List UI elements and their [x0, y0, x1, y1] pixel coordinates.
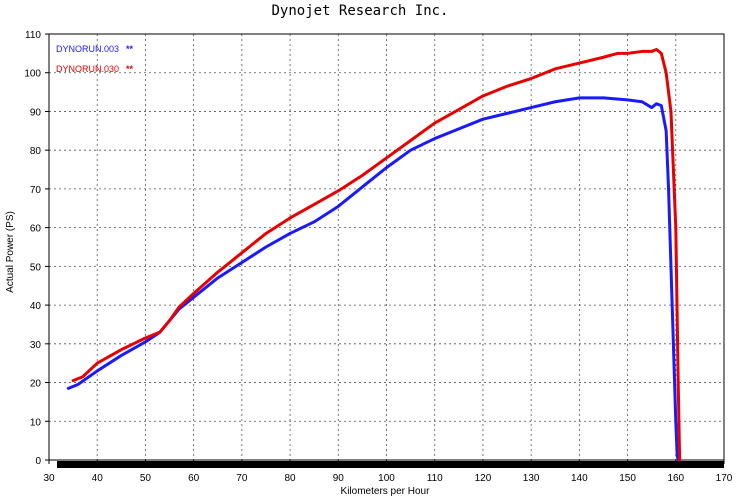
series-lines — [66, 47, 682, 462]
y-tick-label: 40 — [30, 301, 42, 312]
legend-entry-name: DYNORUN.003 — [56, 44, 119, 54]
chart-title: Dynojet Research Inc. — [271, 3, 448, 19]
series-line-2 — [71, 47, 682, 462]
x-tick-label: 140 — [571, 473, 588, 484]
x-tick-label: 110 — [427, 473, 443, 484]
y-tick-label: 30 — [30, 340, 42, 351]
plot-frame — [48, 33, 725, 461]
x-tick-label: 100 — [378, 473, 395, 484]
series-line-1 — [66, 96, 680, 462]
x-tick-label: 130 — [523, 473, 540, 484]
x-tick-label: 60 — [188, 473, 200, 484]
x-axis-label: Kilometers per Hour — [341, 486, 431, 497]
x-tick-label: 80 — [285, 473, 297, 484]
x-tick-label: 150 — [619, 473, 636, 484]
legend-entry-marker: ** — [126, 64, 134, 74]
y-tick-label: 10 — [30, 417, 42, 428]
x-axis-ticks: 30 40 50 60 70 80 90 100 110 120 130 140 150 160 170 — [43, 460, 733, 484]
y-tick-label: 0 — [35, 456, 41, 467]
legend-entry-marker: ** — [126, 44, 134, 54]
y-tick-label: 110 — [25, 30, 41, 41]
x-tick-label: 70 — [236, 473, 248, 484]
x-tick-label: 160 — [667, 473, 684, 484]
legend: DYNORUN.003 ** DYNORUN.030 ** — [56, 44, 134, 74]
y-tick-label: 100 — [24, 69, 41, 80]
x-tick-label: 40 — [92, 473, 104, 484]
y-tick-label: 60 — [30, 224, 42, 235]
y-tick-label: 50 — [30, 262, 42, 273]
x-tick-label: 120 — [475, 473, 492, 484]
y-axis-label: Actual Power (PS) — [5, 211, 16, 293]
y-tick-label: 20 — [30, 379, 42, 390]
x-tick-label: 90 — [333, 473, 345, 484]
y-tick-label: 80 — [30, 146, 42, 157]
y-tick-label: 90 — [30, 107, 42, 118]
y-tick-label: 70 — [30, 185, 42, 196]
grid-lines — [49, 34, 724, 460]
legend-entry-name: DYNORUN.030 — [56, 64, 119, 74]
x-tick-label: 30 — [43, 473, 55, 484]
x-tick-label: 170 — [716, 473, 733, 484]
x-axis-bar — [57, 461, 724, 468]
y-axis-ticks: 0 10 20 30 40 50 60 70 80 90 100 110 — [24, 30, 49, 467]
x-tick-label: 50 — [140, 473, 152, 484]
